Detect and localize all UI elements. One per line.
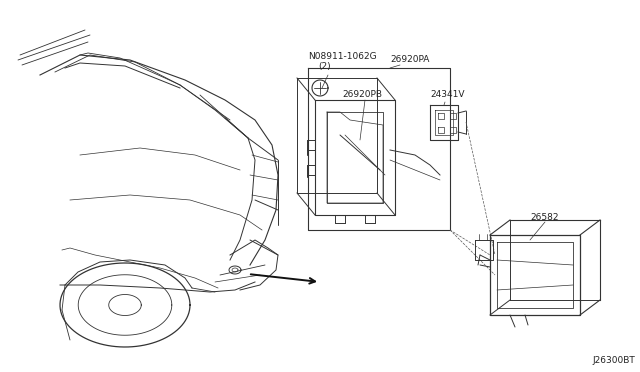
Text: 26582: 26582	[530, 213, 559, 222]
Text: 24341V: 24341V	[430, 90, 465, 99]
Text: 26920PA: 26920PA	[390, 55, 429, 64]
Text: 26920PB: 26920PB	[342, 90, 382, 99]
Text: N08911-1062G: N08911-1062G	[308, 52, 376, 61]
Text: J26300BT: J26300BT	[592, 356, 635, 365]
Text: (2): (2)	[318, 62, 331, 71]
